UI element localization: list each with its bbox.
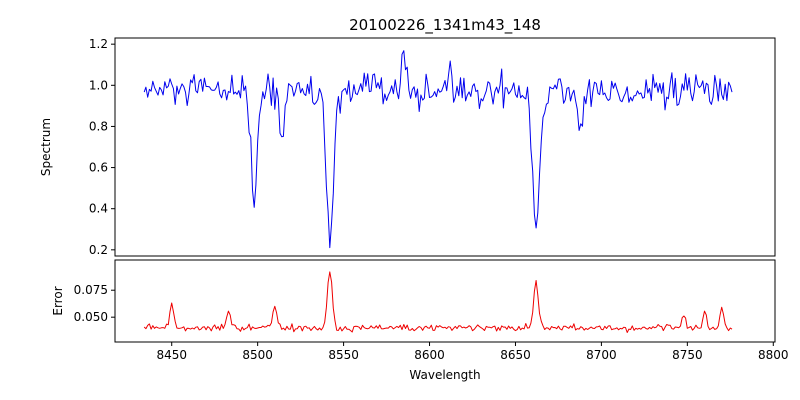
- x-axis-tick-label: 8700: [586, 348, 617, 362]
- spectrum-y-tick-label: 0.8: [89, 119, 108, 133]
- spectrum-panel-border: [114, 37, 776, 257]
- error-y-tick-label: 0.050: [74, 310, 108, 324]
- x-axis-tick-label: 8650: [500, 348, 531, 362]
- spectrum-y-tick-label: 0.6: [89, 161, 108, 175]
- x-axis-tick-label: 8550: [328, 348, 359, 362]
- error-y-tick-label: 0.075: [74, 283, 108, 297]
- spectrum-y-tick-label: 1.2: [89, 37, 108, 51]
- spectrum-y-tick-label: 0.4: [89, 202, 108, 216]
- error-y-axis-label: Error: [51, 286, 65, 315]
- x-axis-tick-label: 8500: [242, 348, 273, 362]
- error-series-line: [143, 271, 733, 333]
- error-panel-border: [114, 259, 776, 343]
- x-axis-tick-label: 8450: [156, 348, 187, 362]
- chart-title: 20100226_1341m43_148: [349, 16, 541, 35]
- spectrum-series-line: [143, 50, 733, 249]
- spectrum-y-axis-label: Spectrum: [39, 118, 53, 176]
- x-axis-tick-label: 8800: [758, 348, 789, 362]
- x-axis-tick-label: 8750: [672, 348, 703, 362]
- spectrum-y-tick-label: 1.0: [89, 78, 108, 92]
- spectrum-y-tick-label: 0.2: [89, 243, 108, 257]
- x-axis-tick-label: 8600: [414, 348, 445, 362]
- x-axis-label: Wavelength: [409, 368, 480, 382]
